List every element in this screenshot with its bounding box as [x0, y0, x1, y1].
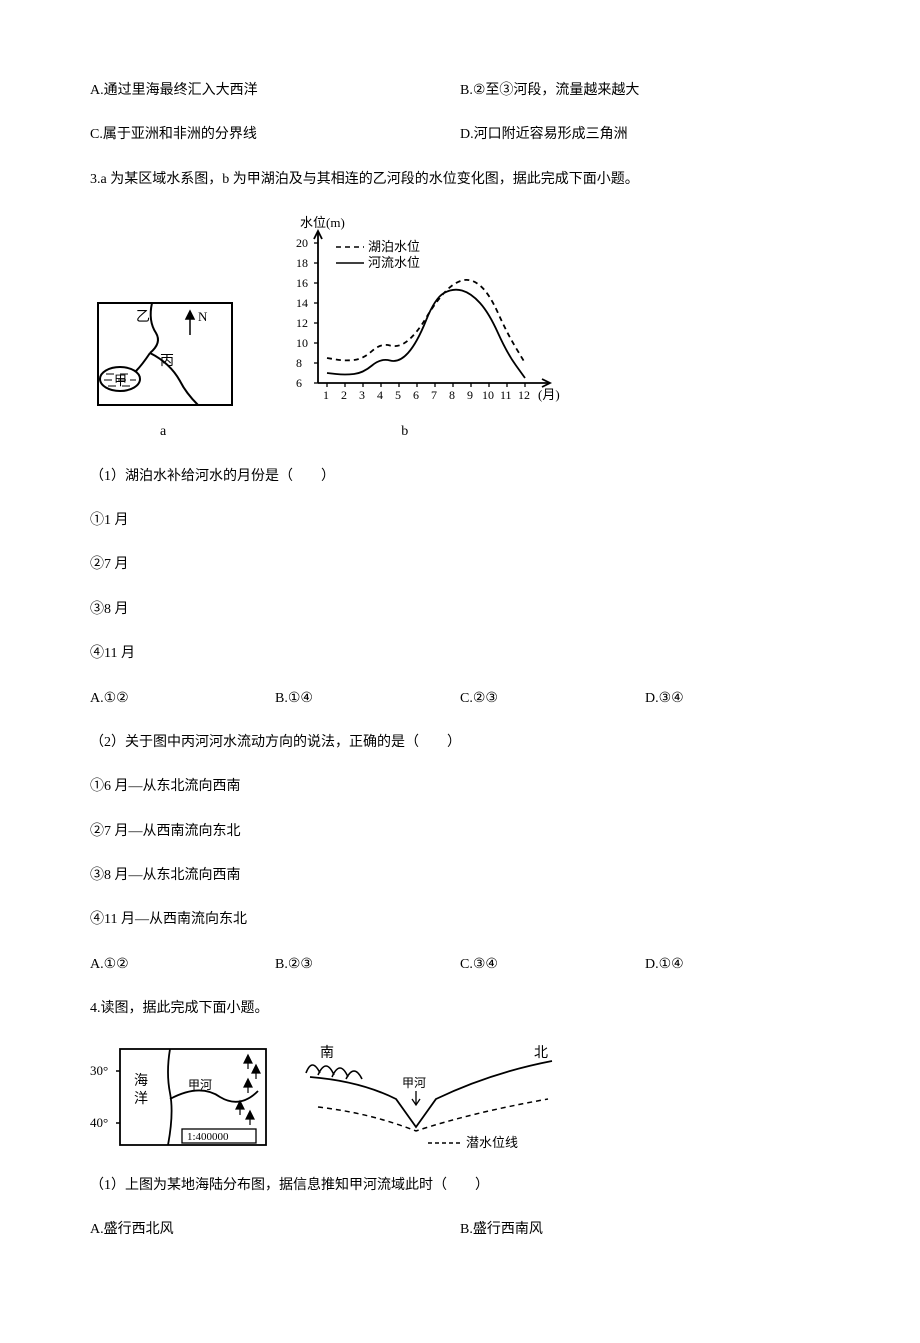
q3-p1-opt-b: B.①④: [275, 688, 460, 710]
q3-fig-captions: a b: [90, 421, 830, 443]
q4-p1-options: A.盛行西北风 B.盛行西南风: [90, 1219, 830, 1241]
river-line: [327, 290, 525, 378]
q3-p1-stem: （1）湖泊水补给河水的月份是（ ）: [90, 466, 830, 488]
svg-text:9: 9: [467, 388, 473, 402]
q3-p2-c1: ①6 月—从东北流向西南: [90, 776, 830, 798]
q4b-south: 南: [320, 1045, 334, 1061]
chart-xlabel: (月): [538, 387, 560, 402]
svg-text:20: 20: [296, 236, 308, 250]
q4b-river: 甲河: [402, 1076, 426, 1090]
q2-option-c: C.属于亚洲和非洲的分界线: [90, 124, 460, 146]
q2-options-row2: C.属于亚洲和非洲的分界线 D.河口附近容易形成三角洲: [90, 124, 830, 146]
q2-option-a: A.通过里海最终汇入大西洋: [90, 80, 460, 102]
q4-p1-opt-b: B.盛行西南风: [460, 1219, 830, 1241]
q3-p2-c2: ②7 月—从西南流向东北: [90, 821, 830, 843]
svg-text:12: 12: [296, 316, 308, 330]
q4a-scale: 1:400000: [187, 1131, 229, 1143]
chart-legend: 湖泊水位 河流水位: [336, 239, 420, 270]
q4b-gw: 潜水位线: [466, 1135, 518, 1150]
q4-figure-b: 甲河 南 北 潜水位线: [300, 1043, 560, 1153]
legend-lake: 湖泊水位: [368, 239, 420, 254]
q3-p1-opt-c: C.②③: [460, 688, 645, 710]
svg-text:16: 16: [296, 276, 308, 290]
svg-text:1: 1: [323, 388, 329, 402]
q3-figure-b: 水位(m) (月) 湖泊水位 河流水位 68101214161820 12345…: [270, 213, 570, 413]
fig-a-label-jia: 甲: [114, 373, 127, 388]
svg-text:7: 7: [431, 388, 437, 402]
q4-figure-a: 30° 40° 海 洋 甲河 1:400000: [90, 1043, 270, 1153]
svg-text:8: 8: [296, 356, 302, 370]
q4b-north: 北: [534, 1045, 548, 1061]
chart-yticks: 6 8 10 12 14 16 18 20: [296, 236, 318, 390]
q2-options-row1: A.通过里海最终汇入大西洋 B.②至③河段，流量越来越大: [90, 80, 830, 102]
q3-p2-opt-c: C.③④: [460, 954, 645, 976]
chart-ylabel: 水位(m): [300, 215, 345, 230]
q4-p1-opt-a: A.盛行西北风: [90, 1219, 460, 1241]
q3-p1-opt-a: A.①②: [90, 688, 275, 710]
chart-xticks: 123456789101112: [323, 383, 530, 402]
q2-option-d: D.河口附近容易形成三角洲: [460, 124, 830, 146]
q3-p2-options: A.①② B.②③ C.③④ D.①④: [90, 954, 830, 976]
q2-option-b: B.②至③河段，流量越来越大: [460, 80, 830, 102]
svg-text:6: 6: [296, 376, 302, 390]
svg-text:4: 4: [377, 388, 383, 402]
q3-p2-opt-d: D.①④: [645, 954, 830, 976]
fig-b-caption: b: [401, 421, 408, 443]
svg-text:2: 2: [341, 388, 347, 402]
q3-stem: 3.a 为某区域水系图，b 为甲湖泊及与其相连的乙河段的水位变化图，据此完成下面…: [90, 169, 830, 191]
q3-figure-a: 乙 N 丙 甲: [90, 273, 240, 413]
q4a-lat40: 40°: [90, 1115, 108, 1130]
svg-text:10: 10: [296, 336, 308, 350]
q3-p2-c3: ③8 月—从东北流向西南: [90, 865, 830, 887]
q3-p1-options: A.①② B.①④ C.②③ D.③④: [90, 688, 830, 710]
legend-river: 河流水位: [368, 255, 420, 270]
svg-text:14: 14: [296, 296, 308, 310]
q3-p1-c1: ①1 月: [90, 510, 830, 532]
fig-a-caption: a: [160, 421, 166, 443]
svg-text:3: 3: [359, 388, 365, 402]
q4-p1-stem: （1）上图为某地海陆分布图，据信息推知甲河流域此时（ ）: [90, 1175, 830, 1197]
q4a-ocean2: 洋: [134, 1091, 148, 1107]
q3-p2-opt-b: B.②③: [275, 954, 460, 976]
q4-stem: 4.读图，据此完成下面小题。: [90, 998, 830, 1020]
q3-p1-c2: ②7 月: [90, 554, 830, 576]
q3-p1-opt-d: D.③④: [645, 688, 830, 710]
fig-a-label-bing: 丙: [160, 354, 174, 369]
q4a-river: 甲河: [188, 1078, 212, 1092]
q3-p1-c3: ③8 月: [90, 599, 830, 621]
svg-text:5: 5: [395, 388, 401, 402]
q3-p2-stem: （2）关于图中丙河河水流动方向的说法，正确的是（ ）: [90, 732, 830, 754]
fig-a-label-n: N: [198, 309, 208, 324]
svg-text:8: 8: [449, 388, 455, 402]
q3-figure-row: 乙 N 丙 甲 水位(m) (月) 湖泊水位 河流水位: [90, 213, 830, 413]
svg-text:11: 11: [500, 388, 512, 402]
q4a-lat30: 30°: [90, 1063, 108, 1078]
q3-p1-c4: ④11 月: [90, 643, 830, 665]
q4a-ocean1: 海: [134, 1073, 148, 1089]
svg-text:6: 6: [413, 388, 419, 402]
fig-a-label-yi: 乙: [136, 309, 150, 325]
q3-p2-c4: ④11 月—从西南流向东北: [90, 909, 830, 931]
q4-figure-row: 30° 40° 海 洋 甲河 1:400000: [90, 1043, 830, 1153]
svg-text:10: 10: [482, 388, 494, 402]
svg-text:18: 18: [296, 256, 308, 270]
svg-text:12: 12: [518, 388, 530, 402]
q3-p2-opt-a: A.①②: [90, 954, 275, 976]
